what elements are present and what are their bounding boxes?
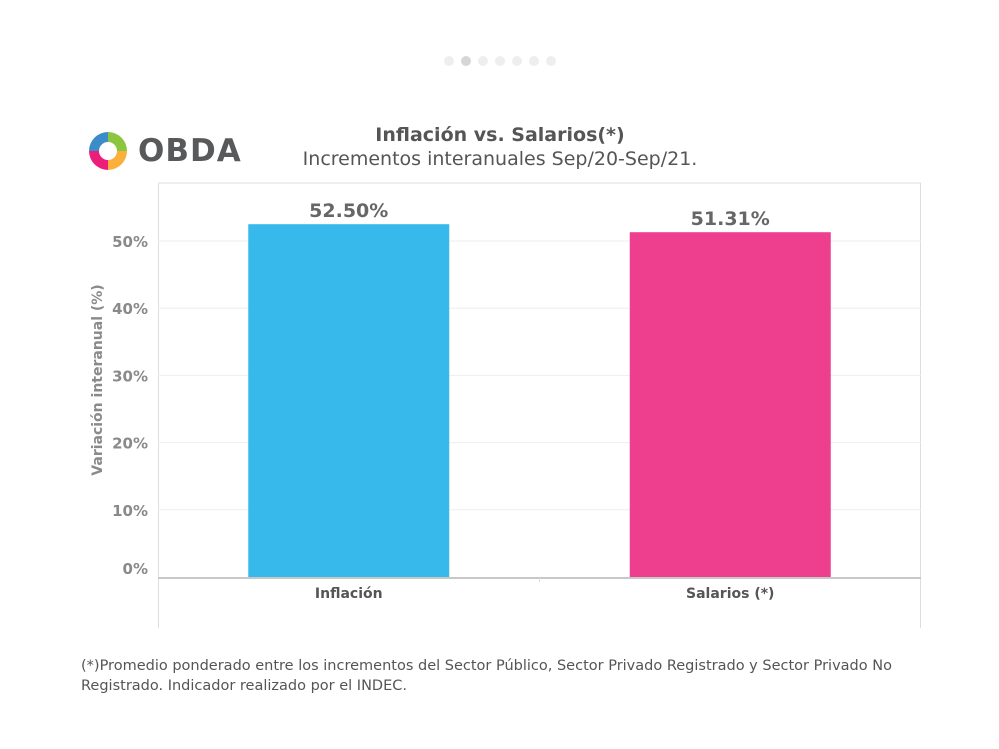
obda-logo-mark xyxy=(89,132,127,170)
chart-title: Inflación vs. Salarios(*) xyxy=(375,124,625,146)
data-label: 52.50% xyxy=(309,200,388,222)
footnote: (*)Promedio ponderado entre los incremen… xyxy=(81,658,892,694)
carousel-dot-3[interactable] xyxy=(478,56,488,66)
x-tick-label: Inflación xyxy=(315,586,383,602)
logo-text: OBDA xyxy=(138,133,242,169)
y-axis-label: Variación interanual (%) xyxy=(90,284,106,475)
y-tick-label: 30% xyxy=(112,367,148,385)
bar xyxy=(629,232,831,578)
y-tick-label: 50% xyxy=(112,233,148,251)
chart-subtitle: Incrementos interanuales Sep/20-Sep/21. xyxy=(302,148,698,170)
carousel-dot-4[interactable] xyxy=(495,56,505,66)
bar xyxy=(248,224,450,577)
y-tick-label: 10% xyxy=(112,502,148,520)
carousel-dots xyxy=(444,56,556,66)
carousel-dot-1[interactable] xyxy=(444,56,454,66)
y-tick-label: 40% xyxy=(112,300,148,318)
carousel-dot-5[interactable] xyxy=(512,56,522,66)
obda-logo: OBDA xyxy=(84,128,242,174)
carousel-dot-7[interactable] xyxy=(546,56,556,66)
data-label: 51.31% xyxy=(691,208,770,230)
y-tick-label: 0% xyxy=(123,560,148,578)
carousel-dot-2[interactable] xyxy=(461,56,471,66)
y-tick-label: 20% xyxy=(112,435,148,453)
x-tick-label: Salarios (*) xyxy=(686,586,774,602)
carousel-dot-6[interactable] xyxy=(529,56,539,66)
